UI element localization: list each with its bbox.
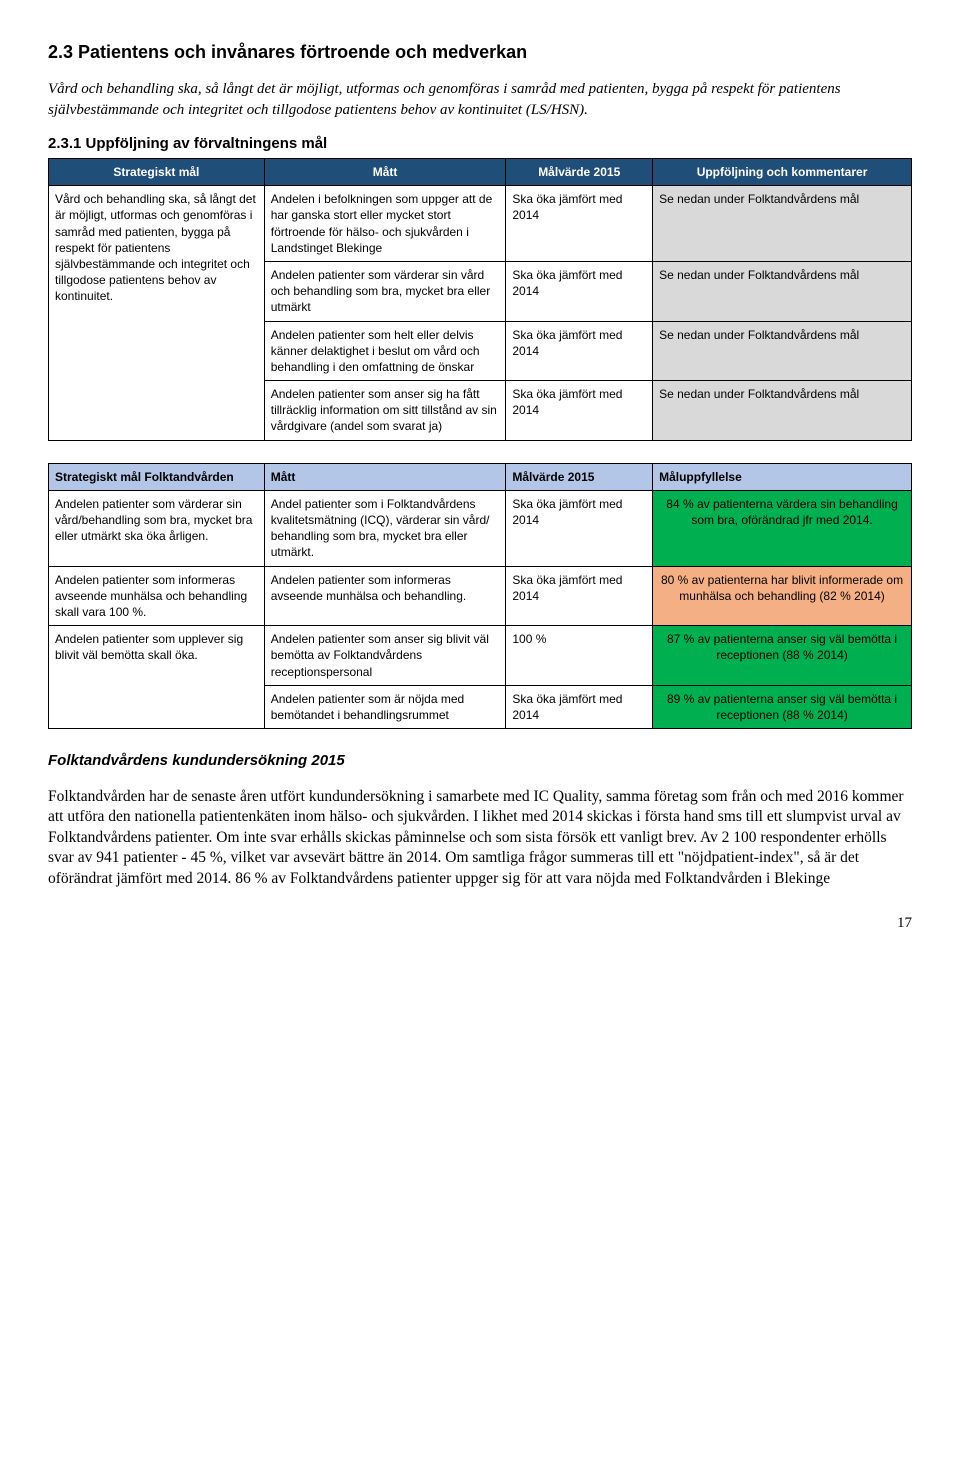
folktandvarden-table: Strategiskt mål Folktandvården Mått Målv… (48, 463, 912, 729)
table-row: Andelen patienter som upplever sig blivi… (49, 626, 912, 686)
table-header-row: Strategiskt mål Mått Målvärde 2015 Uppfö… (49, 159, 912, 186)
malvarde-cell: Ska öka jämfört med 2014 (506, 685, 653, 728)
malvarde-cell: Ska öka jämfört med 2014 (506, 261, 653, 321)
matt-cell: Andelen patienter som informeras avseend… (264, 566, 506, 626)
paragraph-title: Folktandvårdens kundundersökning 2015 (48, 751, 912, 771)
table-row: Vård och behandling ska, så långt det är… (49, 186, 912, 262)
result-cell: 84 % av patienterna värdera sin behandli… (653, 490, 912, 566)
matt-cell: Andelen i befolkningen som uppger att de… (264, 186, 506, 262)
col-uppfoljning: Uppföljning och kommentarer (653, 159, 912, 186)
malvarde-cell: Ska öka jämfört med 2014 (506, 566, 653, 626)
section-intro: Vård och behandling ska, så långt det är… (48, 79, 912, 120)
malvarde-cell: Ska öka jämfört med 2014 (506, 186, 653, 262)
col-maluppfyllelse: Måluppfyllelse (653, 463, 912, 490)
col-malvarde: Målvärde 2015 (506, 463, 653, 490)
malvarde-cell: Ska öka jämfört med 2014 (506, 490, 653, 566)
goal-cell: Andelen patienter som informeras avseend… (49, 566, 265, 626)
matt-cell: Andelen patienter som är nöjda med bemöt… (264, 685, 506, 728)
section-heading: 2.3 Patientens och invånares förtroende … (48, 40, 912, 64)
malvarde-cell: Ska öka jämfört med 2014 (506, 321, 653, 381)
matt-cell: Andelen patienter som värderar sin vård … (264, 261, 506, 321)
col-malvarde: Målvärde 2015 (506, 159, 653, 186)
col-strategiskt-ftv: Strategiskt mål Folktandvården (49, 463, 265, 490)
page-number: 17 (48, 913, 912, 933)
col-matt: Mått (264, 159, 506, 186)
table-row: Andelen patienter som informeras avseend… (49, 566, 912, 626)
malvarde-cell: Ska öka jämfört med 2014 (506, 381, 653, 441)
col-matt: Mått (264, 463, 506, 490)
result-cell: 87 % av patienterna anser sig väl bemött… (653, 626, 912, 686)
result-cell: 89 % av patienterna anser sig väl bemött… (653, 685, 912, 728)
table-row: Andelen patienter som värderar sin vård/… (49, 490, 912, 566)
kommentar-cell: Se nedan under Folktandvårdens mål (653, 381, 912, 441)
matt-cell: Andel patienter som i Folktandvårdens kv… (264, 490, 506, 566)
followup-table: Strategiskt mål Mått Målvärde 2015 Uppfö… (48, 158, 912, 441)
paragraph-body: Folktandvården har de senaste åren utför… (48, 787, 912, 889)
matt-cell: Andelen patienter som anser sig blivit v… (264, 626, 506, 686)
result-cell: 80 % av patienterna har blivit informera… (653, 566, 912, 626)
kommentar-cell: Se nedan under Folktandvårdens mål (653, 261, 912, 321)
section-subheading: 2.3.1 Uppföljning av förvaltningens mål (48, 134, 912, 154)
goal-cell: Andelen patienter som upplever sig blivi… (49, 626, 265, 729)
col-strategiskt: Strategiskt mål (49, 159, 265, 186)
matt-cell: Andelen patienter som anser sig ha fått … (264, 381, 506, 441)
malvarde-cell: 100 % (506, 626, 653, 686)
kommentar-cell: Se nedan under Folktandvårdens mål (653, 186, 912, 262)
strategic-goal-cell: Vård och behandling ska, så långt det är… (49, 186, 265, 440)
table-header-row: Strategiskt mål Folktandvården Mått Målv… (49, 463, 912, 490)
matt-cell: Andelen patienter som helt eller delvis … (264, 321, 506, 381)
kommentar-cell: Se nedan under Folktandvårdens mål (653, 321, 912, 381)
goal-cell: Andelen patienter som värderar sin vård/… (49, 490, 265, 566)
